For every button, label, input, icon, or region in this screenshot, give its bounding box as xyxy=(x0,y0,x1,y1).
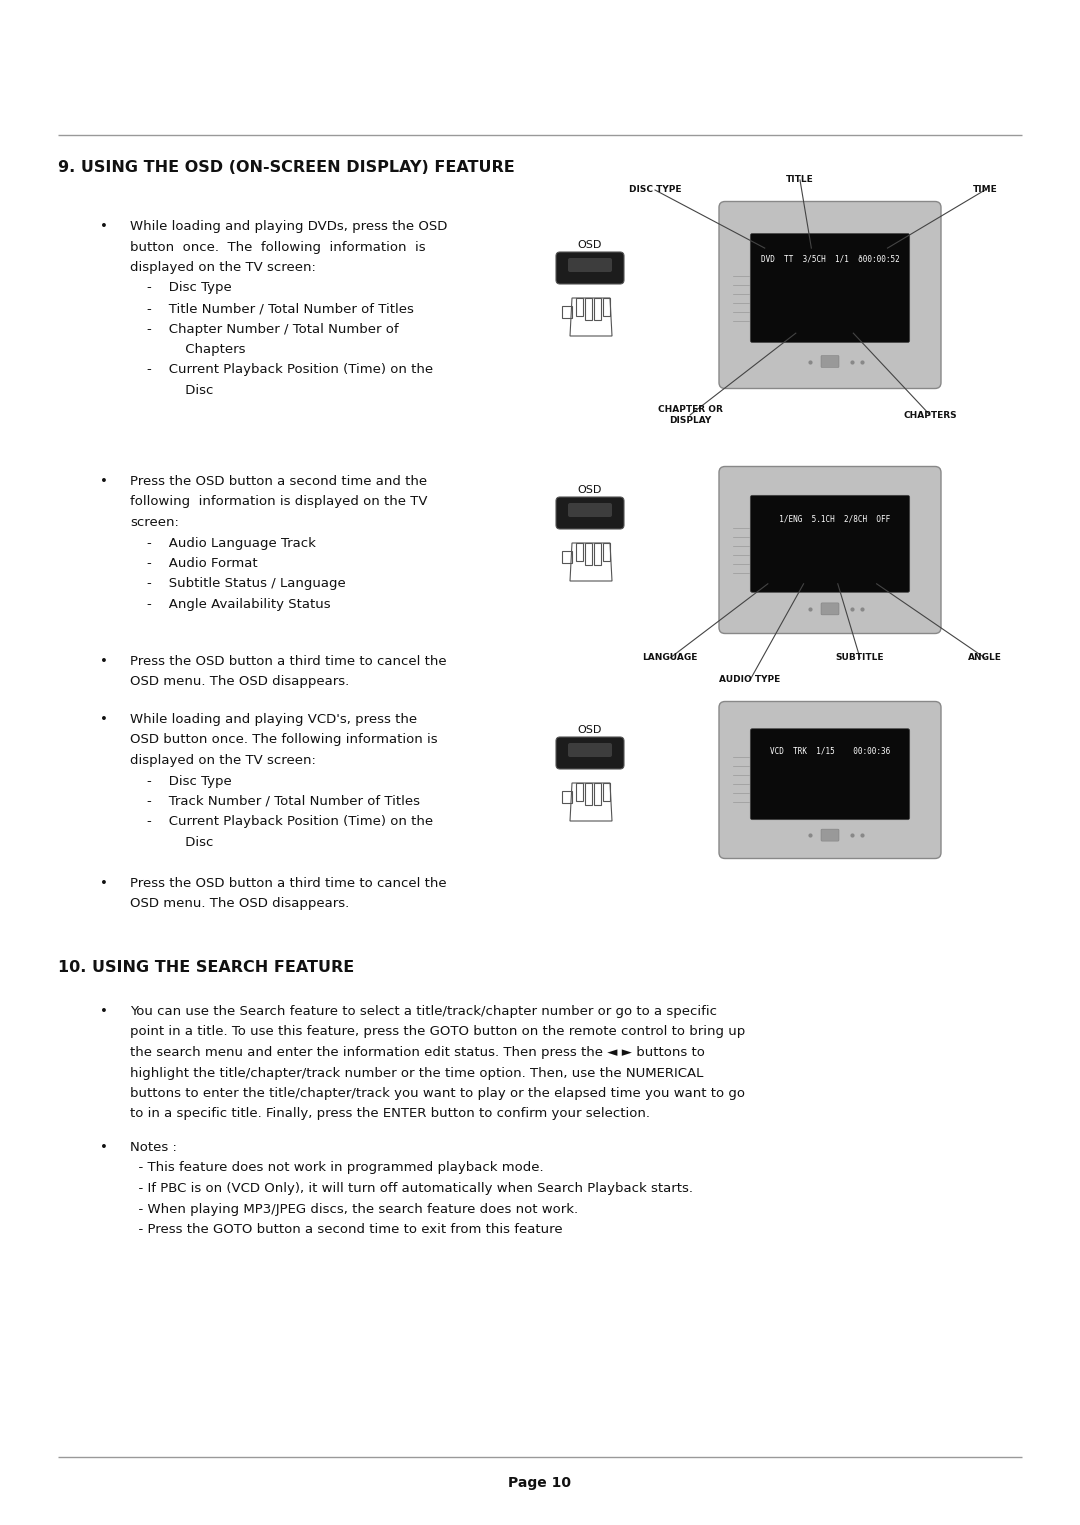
Text: OSD: OSD xyxy=(578,239,603,250)
Text: •: • xyxy=(100,1005,108,1019)
Text: AUDIO TYPE: AUDIO TYPE xyxy=(719,676,781,685)
FancyBboxPatch shape xyxy=(821,355,839,368)
Text: - When playing MP3/JPEG discs, the search feature does not work.: - When playing MP3/JPEG discs, the searc… xyxy=(130,1203,578,1215)
Text: the search menu and enter the information edit status. Then press the ◄ ► button: the search menu and enter the informatio… xyxy=(130,1046,705,1058)
Text: LANGUAGE: LANGUAGE xyxy=(643,654,698,662)
Text: following  information is displayed on the TV: following information is displayed on th… xyxy=(130,496,428,508)
Text: TIME: TIME xyxy=(973,186,997,195)
Text: highlight the title/chapter/track number or the time option. Then, use the NUMER: highlight the title/chapter/track number… xyxy=(130,1066,703,1080)
FancyBboxPatch shape xyxy=(568,743,612,756)
Text: -    Disc Type: - Disc Type xyxy=(130,282,232,294)
FancyBboxPatch shape xyxy=(568,503,612,517)
FancyBboxPatch shape xyxy=(556,737,624,769)
Text: Press the OSD button a third time to cancel the: Press the OSD button a third time to can… xyxy=(130,877,447,891)
Text: - Press the GOTO button a second time to exit from this feature: - Press the GOTO button a second time to… xyxy=(130,1223,563,1235)
FancyBboxPatch shape xyxy=(751,729,909,820)
FancyBboxPatch shape xyxy=(751,233,909,343)
Text: Disc: Disc xyxy=(130,836,214,849)
Text: •: • xyxy=(100,474,108,488)
FancyBboxPatch shape xyxy=(821,602,839,615)
Text: Page 10: Page 10 xyxy=(509,1476,571,1490)
Text: displayed on the TV screen:: displayed on the TV screen: xyxy=(130,261,315,274)
Text: -    Chapter Number / Total Number of: - Chapter Number / Total Number of xyxy=(130,322,399,336)
Text: Press the OSD button a third time to cancel the: Press the OSD button a third time to can… xyxy=(130,656,447,668)
Text: Chapters: Chapters xyxy=(130,343,245,355)
Text: •: • xyxy=(100,220,108,233)
Text: point in a title. To use this feature, press the GOTO button on the remote contr: point in a title. To use this feature, p… xyxy=(130,1025,745,1039)
Text: buttons to enter the title/chapter/track you want to play or the elapsed time yo: buttons to enter the title/chapter/track… xyxy=(130,1087,745,1100)
FancyBboxPatch shape xyxy=(719,467,941,633)
Text: 9. USING THE OSD (ON-SCREEN DISPLAY) FEATURE: 9. USING THE OSD (ON-SCREEN DISPLAY) FEA… xyxy=(58,160,515,175)
Text: SUBTITLE: SUBTITLE xyxy=(836,654,885,662)
FancyBboxPatch shape xyxy=(719,702,941,859)
Text: TITLE: TITLE xyxy=(786,175,814,185)
FancyBboxPatch shape xyxy=(556,252,624,284)
FancyBboxPatch shape xyxy=(751,496,909,592)
Text: Disc: Disc xyxy=(130,384,214,396)
Text: ANGLE: ANGLE xyxy=(968,654,1002,662)
Text: -    Current Playback Position (Time) on the: - Current Playback Position (Time) on th… xyxy=(130,816,433,828)
FancyBboxPatch shape xyxy=(568,258,612,271)
Text: CHAPTERS: CHAPTERS xyxy=(903,410,957,419)
FancyBboxPatch shape xyxy=(556,497,624,529)
Text: While loading and playing DVDs, press the OSD: While loading and playing DVDs, press th… xyxy=(130,220,447,233)
Text: You can use the Search feature to select a title/track/chapter number or go to a: You can use the Search feature to select… xyxy=(130,1005,717,1019)
Text: DISC TYPE: DISC TYPE xyxy=(629,186,681,195)
Text: DVD  TT  3/5CH  1/1  ð00:00:52: DVD TT 3/5CH 1/1 ð00:00:52 xyxy=(760,255,900,264)
Text: OSD button once. The following information is: OSD button once. The following informati… xyxy=(130,734,437,747)
Text: -    Angle Availability Status: - Angle Availability Status xyxy=(130,598,330,612)
Text: OSD: OSD xyxy=(578,724,603,735)
Text: -    Audio Language Track: - Audio Language Track xyxy=(130,537,315,549)
Text: While loading and playing VCD's, press the: While loading and playing VCD's, press t… xyxy=(130,714,417,726)
Text: OSD: OSD xyxy=(578,485,603,496)
Text: •: • xyxy=(100,656,108,668)
Text: •: • xyxy=(100,714,108,726)
Text: - This feature does not work in programmed playback mode.: - This feature does not work in programm… xyxy=(130,1162,543,1174)
Text: VCD  TRK  1/15    00:00:36: VCD TRK 1/15 00:00:36 xyxy=(770,746,890,755)
Text: OSD menu. The OSD disappears.: OSD menu. The OSD disappears. xyxy=(130,898,349,910)
Text: - If PBC is on (VCD Only), it will turn off automatically when Search Playback s: - If PBC is on (VCD Only), it will turn … xyxy=(130,1182,693,1196)
Text: OSD menu. The OSD disappears.: OSD menu. The OSD disappears. xyxy=(130,676,349,688)
Text: Notes :: Notes : xyxy=(130,1141,177,1154)
Text: button  once.  The  following  information  is: button once. The following information i… xyxy=(130,241,426,253)
Text: -    Title Number / Total Number of Titles: - Title Number / Total Number of Titles xyxy=(130,302,414,316)
Text: -    Current Playback Position (Time) on the: - Current Playback Position (Time) on th… xyxy=(130,363,433,377)
Text: to in a specific title. Finally, press the ENTER button to confirm your selectio: to in a specific title. Finally, press t… xyxy=(130,1107,650,1121)
FancyBboxPatch shape xyxy=(719,201,941,389)
Text: -    Track Number / Total Number of Titles: - Track Number / Total Number of Titles xyxy=(130,795,420,808)
Text: 1/ENG  5.1CH  2/8CH  OFF: 1/ENG 5.1CH 2/8CH OFF xyxy=(770,514,890,523)
Text: -    Audio Format: - Audio Format xyxy=(130,557,258,570)
Text: 10. USING THE SEARCH FEATURE: 10. USING THE SEARCH FEATURE xyxy=(58,961,354,974)
Text: displayed on the TV screen:: displayed on the TV screen: xyxy=(130,753,315,767)
Text: -    Subtitle Status / Language: - Subtitle Status / Language xyxy=(130,578,346,590)
Text: CHAPTER OR
DISPLAY: CHAPTER OR DISPLAY xyxy=(658,406,723,424)
FancyBboxPatch shape xyxy=(821,830,839,842)
Text: •: • xyxy=(100,1141,108,1154)
Text: screen:: screen: xyxy=(130,515,179,529)
Text: Press the OSD button a second time and the: Press the OSD button a second time and t… xyxy=(130,474,427,488)
Text: •: • xyxy=(100,877,108,891)
Text: -    Disc Type: - Disc Type xyxy=(130,775,232,787)
